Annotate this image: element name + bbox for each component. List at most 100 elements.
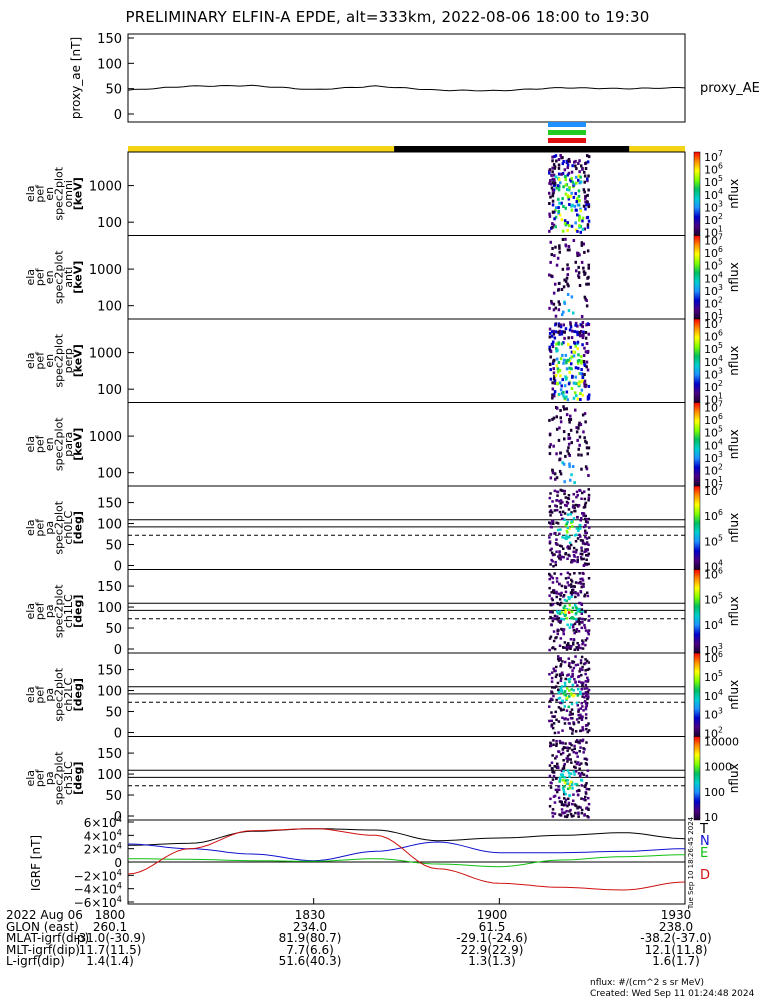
spectrogram-pixel <box>549 563 552 566</box>
panel-ylabel: pa <box>43 688 56 702</box>
spectrogram-pixel <box>562 612 566 616</box>
ytick-label: 100 <box>97 685 122 700</box>
spectrogram-pixel <box>567 705 570 709</box>
spectrogram-pixel <box>550 724 553 728</box>
spectrogram-pixel <box>552 630 556 633</box>
spectrogram-pixel <box>555 206 558 210</box>
spectrogram-pixel <box>576 704 579 707</box>
panel-ylabel: ela <box>24 519 37 536</box>
spectrogram-pixel <box>561 742 564 745</box>
spectrogram-pixel <box>562 691 565 695</box>
spectrogram-pixel <box>566 687 569 690</box>
spectrogram-pixel <box>559 154 562 157</box>
spectrogram-pixel <box>551 691 554 695</box>
spectrogram-pixel <box>575 783 579 786</box>
ytick-label: 0 <box>114 560 122 575</box>
spectrogram-pixel <box>549 635 553 638</box>
spectrogram-pixel <box>585 518 589 521</box>
panel-ylabel: anti <box>62 267 75 288</box>
spectrogram-pixel <box>563 278 566 282</box>
spectrogram-pixel <box>555 742 558 746</box>
spectrogram-pixel <box>572 793 575 796</box>
spectrogram-pixel <box>562 341 565 345</box>
spectrogram-pixel <box>586 322 590 326</box>
spectrogram-pixel <box>583 814 586 817</box>
spectrogram-pixel <box>565 617 569 620</box>
spectrogram-pixel <box>568 695 571 698</box>
spectrogram-pixel <box>554 154 558 158</box>
spectrogram-pixel <box>574 192 577 196</box>
spectrogram-pixel <box>581 376 584 379</box>
spectrogram-pixel <box>585 360 589 364</box>
spectrogram-pixel <box>555 521 558 524</box>
spectrogram-pixel <box>577 189 581 193</box>
spectrogram-pixel <box>564 742 567 745</box>
spectrogram-pixel <box>555 595 558 599</box>
spectrogram-pixel <box>548 229 551 233</box>
spectrogram-pixel <box>566 779 569 782</box>
spectrogram-pixel <box>560 555 563 558</box>
spectrogram-pixel <box>556 256 560 260</box>
spectrogram-pixel <box>568 535 571 539</box>
spectrogram-pixel <box>558 178 561 182</box>
spectrogram-pixel <box>557 288 560 292</box>
spectrogram-pixel <box>565 504 568 508</box>
spectrogram-pixel <box>550 671 554 674</box>
spectrogram-pixel <box>584 523 587 527</box>
spectrogram-pixel <box>581 413 585 417</box>
spectrogram-pixel <box>586 223 590 227</box>
spectrogram-pixel <box>568 546 571 549</box>
spectrogram-pixel <box>580 517 583 520</box>
spectrogram-pixel <box>576 663 580 666</box>
spectrogram-pixel <box>580 784 583 787</box>
spectrogram-pixel <box>571 660 574 663</box>
spectrogram-pixel <box>562 285 566 289</box>
spectrogram-pixel <box>574 804 577 807</box>
spectrogram-pixel <box>576 740 580 744</box>
ytick-label: 100 <box>97 300 122 315</box>
ytick-label: 100 <box>97 383 122 398</box>
spectrogram-pixel <box>572 641 575 645</box>
panel-ylabel: pef <box>34 685 47 704</box>
spectrogram-pixel <box>569 591 573 595</box>
spectrogram-pixel <box>567 436 570 440</box>
colorbar-unit: nflux <box>727 513 741 543</box>
spectrogram-pixel <box>586 160 590 164</box>
spectrogram-pixel <box>584 629 588 632</box>
spectrogram-pixel <box>566 293 570 296</box>
spectrogram-pixel <box>555 342 558 346</box>
spectrogram-pixel <box>583 174 587 178</box>
spectrogram-pixel <box>558 213 562 217</box>
spectrogram-pixel <box>552 589 555 592</box>
spectrogram-pixel <box>586 769 590 772</box>
spectrogram-pixel <box>577 353 580 357</box>
ae-ylabel: proxy_ae [nT] <box>69 37 83 119</box>
spectrogram-pixel <box>582 334 585 337</box>
spectrogram-pixel <box>581 219 584 223</box>
footer-value: 12.1(11.8) <box>644 942 708 957</box>
spectrogram-pixel <box>566 760 569 763</box>
spectrogram-pixel <box>574 591 577 595</box>
spectrogram-pixel <box>565 809 568 813</box>
spectrogram-pixel <box>557 788 561 791</box>
spectrogram-pixel <box>587 661 590 664</box>
spectrogram-pixel <box>548 536 551 539</box>
spectrogram-pixel <box>571 748 574 752</box>
spectrogram-pixel <box>558 510 562 514</box>
spectrogram-pixel <box>556 618 559 621</box>
spectrogram-pixel <box>574 321 578 325</box>
spectrogram-pixel <box>586 548 589 552</box>
spectrogram-pixel <box>571 729 575 732</box>
spectrogram-pixel <box>586 452 589 456</box>
spectrogram-pixel <box>582 798 586 801</box>
spectrogram-pixel <box>556 762 559 766</box>
spectrogram-pixel <box>570 191 573 195</box>
spectrogram-pixel <box>570 645 573 648</box>
spectrogram-pixel <box>580 467 583 471</box>
spectrogram-pixel <box>584 514 587 518</box>
spectrogram-pixel <box>584 716 588 720</box>
spectrogram-pixel <box>581 705 584 708</box>
spectrogram-pixel <box>558 250 561 254</box>
spectrogram-pixel <box>553 572 556 575</box>
spectrogram-pixel <box>582 582 585 586</box>
